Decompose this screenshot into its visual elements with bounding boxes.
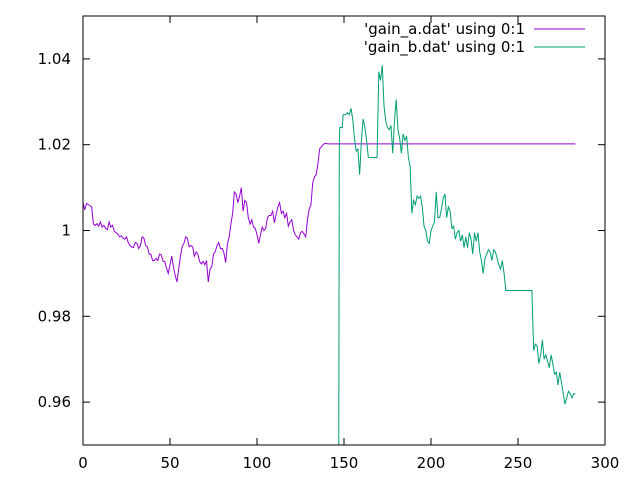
legend-label-2: 'gain_b.dat' using 0:1	[364, 38, 525, 57]
series-line-2	[338, 65, 576, 445]
x-axis: 0 50 100 150 200 250 300	[78, 16, 619, 472]
plot-frame	[82, 15, 606, 446]
x-tick-label: 0	[78, 454, 88, 472]
x-tick-label: 200	[417, 454, 446, 472]
y-tick-label: 0.98	[38, 307, 71, 325]
y-tick-label: 0.96	[38, 393, 71, 411]
y-axis: 0.96 0.98 1 1.02 1.04	[38, 50, 605, 411]
legend: 'gain_a.dat' using 0:1'gain_b.dat' using…	[364, 20, 585, 57]
y-tick-label: 1	[61, 222, 71, 240]
x-tick-label: 250	[504, 454, 533, 472]
x-tick-label: 300	[591, 454, 620, 472]
legend-label-1: 'gain_a.dat' using 0:1	[364, 20, 525, 39]
y-tick-label: 1.02	[38, 136, 71, 154]
series-line-1	[83, 142, 576, 283]
x-tick-label: 50	[160, 454, 179, 472]
series-layer	[83, 65, 576, 445]
x-tick-label: 150	[330, 454, 359, 472]
x-tick-label: 100	[243, 454, 272, 472]
y-tick-label: 1.04	[38, 50, 71, 68]
